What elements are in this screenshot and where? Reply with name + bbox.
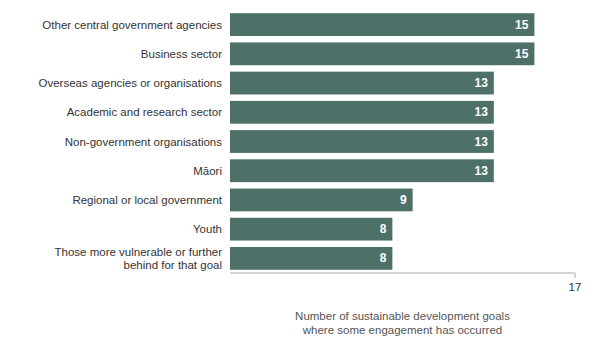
category-label: Other central government agencies — [42, 19, 222, 31]
bar — [230, 130, 494, 153]
bar — [230, 189, 413, 212]
category-label: Regional or local government — [72, 194, 222, 206]
data-label: 13 — [474, 76, 488, 90]
chart-svg: 8 8 9 13 13 13 13 15 15 Those more vulnerable or … — [0, 0, 600, 355]
category-labels: Those more vulnerable or furtherbehind f… — [39, 19, 223, 271]
data-label: 8 — [380, 251, 387, 265]
bar — [230, 159, 494, 182]
data-label: 13 — [474, 164, 488, 178]
category-label: Business sector — [141, 48, 222, 60]
data-label: 13 — [474, 135, 488, 149]
category-label: Non-government organisations — [65, 136, 223, 148]
tick-label: 17 — [569, 281, 582, 293]
chart-container: 8 8 9 13 13 13 13 15 15 Those more vulnerable or … — [0, 0, 600, 355]
category-label: Overseas agencies or organisations — [39, 77, 223, 89]
category-label: Youth — [193, 223, 222, 235]
data-labels: 8 8 9 13 13 13 13 15 15 — [380, 18, 529, 266]
data-label: 15 — [515, 18, 529, 32]
bar — [230, 72, 494, 95]
axis-line — [230, 273, 575, 274]
data-label: 13 — [474, 105, 488, 119]
data-label: 8 — [380, 222, 387, 236]
x-axis: 17 — [230, 273, 581, 293]
bar — [230, 13, 534, 36]
x-axis-label: Number of sustainable development goalsw… — [295, 310, 510, 336]
bar — [230, 101, 494, 124]
data-label: 9 — [400, 193, 407, 207]
category-label: Māori — [193, 165, 222, 177]
tick-mark — [575, 273, 576, 278]
bar — [230, 42, 534, 65]
category-label: Academic and research sector — [67, 106, 222, 118]
bar — [230, 247, 392, 270]
bar — [230, 218, 392, 241]
category-label: Those more vulnerable or furtherbehind f… — [55, 246, 223, 271]
data-label: 15 — [515, 47, 529, 61]
bars — [230, 13, 534, 270]
